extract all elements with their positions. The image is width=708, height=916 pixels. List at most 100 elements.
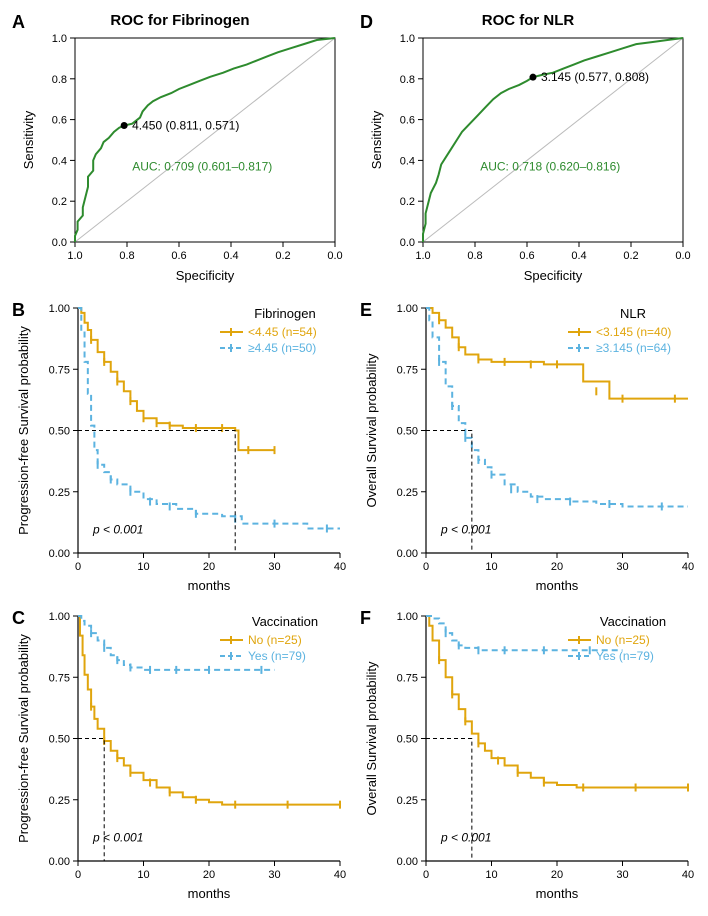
- svg-text:1.00: 1.00: [49, 303, 70, 315]
- svg-text:p < 0.001: p < 0.001: [92, 830, 143, 844]
- svg-text:0.75: 0.75: [49, 364, 70, 376]
- panel-letter: C: [12, 608, 25, 629]
- svg-text:40: 40: [682, 561, 694, 573]
- svg-text:1.0: 1.0: [52, 33, 67, 45]
- svg-text:0.8: 0.8: [400, 74, 415, 86]
- svg-text:10: 10: [485, 561, 497, 573]
- svg-text:0.2: 0.2: [275, 250, 290, 262]
- svg-text:0.0: 0.0: [675, 250, 690, 262]
- panel-letter: B: [12, 300, 25, 321]
- svg-text:1.0: 1.0: [415, 250, 430, 262]
- svg-text:Specificity: Specificity: [524, 268, 583, 283]
- svg-text:0.4: 0.4: [52, 155, 67, 167]
- svg-text:Yes (n=79): Yes (n=79): [248, 649, 306, 663]
- svg-text:Progression-free Survival prob: Progression-free Survival probability: [16, 326, 31, 535]
- svg-text:0.8: 0.8: [52, 74, 67, 86]
- svg-text:20: 20: [551, 869, 563, 881]
- svg-text:Overall Survival probability: Overall Survival probability: [364, 353, 379, 507]
- svg-text:1.00: 1.00: [397, 303, 418, 315]
- svg-text:20: 20: [203, 561, 215, 573]
- svg-text:1.00: 1.00: [397, 611, 418, 623]
- svg-text:0.50: 0.50: [49, 426, 70, 438]
- panel-e: E 0102030400.000.250.500.751.00p < 0.001…: [358, 298, 698, 598]
- svg-text:0.6: 0.6: [52, 115, 67, 127]
- svg-text:30: 30: [616, 869, 628, 881]
- svg-text:AUC: 0.709 (0.601–0.817): AUC: 0.709 (0.601–0.817): [132, 160, 272, 174]
- svg-text:Fibrinogen: Fibrinogen: [254, 306, 315, 321]
- svg-text:0.25: 0.25: [397, 795, 418, 807]
- svg-text:≥3.145 (n=64): ≥3.145 (n=64): [596, 341, 671, 355]
- svg-text:0.6: 0.6: [519, 250, 534, 262]
- svg-text:0.4: 0.4: [400, 155, 415, 167]
- svg-text:0.75: 0.75: [49, 672, 70, 684]
- svg-text:3.145 (0.577, 0.808): 3.145 (0.577, 0.808): [541, 70, 649, 84]
- panel-b: B 0102030400.000.250.500.751.00p < 0.001…: [10, 298, 350, 598]
- svg-text:Sensitivity: Sensitivity: [21, 110, 36, 169]
- km-chart-f: 0102030400.000.250.500.751.00p < 0.001mo…: [358, 606, 698, 906]
- svg-text:0.00: 0.00: [397, 548, 418, 560]
- svg-text:Sensitivity: Sensitivity: [369, 110, 384, 169]
- svg-text:months: months: [188, 886, 231, 901]
- svg-text:0.0: 0.0: [52, 237, 67, 249]
- panel-title: ROC for Fibrinogen: [10, 12, 350, 29]
- svg-text:p < 0.001: p < 0.001: [92, 522, 143, 536]
- panel-f: F 0102030400.000.250.500.751.00p < 0.001…: [358, 606, 698, 906]
- svg-text:Progression-free Survival prob: Progression-free Survival probability: [16, 634, 31, 843]
- svg-text:30: 30: [268, 561, 280, 573]
- svg-text:0.00: 0.00: [397, 856, 418, 868]
- roc-chart-d: 1.00.80.60.40.20.00.00.20.40.60.81.03.14…: [358, 10, 698, 290]
- km-chart-b: 0102030400.000.250.500.751.00p < 0.001mo…: [10, 298, 350, 598]
- svg-text:1.0: 1.0: [67, 250, 82, 262]
- svg-text:0.50: 0.50: [397, 734, 418, 746]
- svg-text:20: 20: [203, 869, 215, 881]
- svg-text:0.8: 0.8: [467, 250, 482, 262]
- svg-text:0.75: 0.75: [397, 364, 418, 376]
- svg-text:0.0: 0.0: [400, 237, 415, 249]
- svg-text:0.00: 0.00: [49, 548, 70, 560]
- svg-text:0: 0: [75, 869, 81, 881]
- svg-text:0.25: 0.25: [49, 795, 70, 807]
- svg-text:0: 0: [75, 561, 81, 573]
- panel-d: D ROC for NLR 1.00.80.60.40.20.00.00.20.…: [358, 10, 698, 290]
- figure-grid: A ROC for Fibrinogen 1.00.80.60.40.20.00…: [10, 10, 698, 906]
- svg-text:0.25: 0.25: [397, 487, 418, 499]
- svg-text:1.0: 1.0: [400, 33, 415, 45]
- svg-text:Vaccination: Vaccination: [600, 614, 666, 629]
- svg-text:0.50: 0.50: [397, 426, 418, 438]
- svg-text:No (n=25): No (n=25): [248, 633, 302, 647]
- svg-text:Specificity: Specificity: [176, 268, 235, 283]
- svg-text:0.2: 0.2: [400, 196, 415, 208]
- svg-text:0: 0: [423, 561, 429, 573]
- svg-text:40: 40: [334, 561, 346, 573]
- panel-letter: F: [360, 608, 371, 629]
- svg-text:Vaccination: Vaccination: [252, 614, 318, 629]
- svg-text:0.75: 0.75: [397, 672, 418, 684]
- km-chart-e: 0102030400.000.250.500.751.00p < 0.001mo…: [358, 298, 698, 598]
- roc-chart-a: 1.00.80.60.40.20.00.00.20.40.60.81.04.45…: [10, 10, 350, 290]
- svg-text:0.4: 0.4: [223, 250, 238, 262]
- svg-text:10: 10: [137, 869, 149, 881]
- svg-text:30: 30: [268, 869, 280, 881]
- svg-text:months: months: [536, 578, 579, 593]
- svg-text:<3.145 (n=40): <3.145 (n=40): [596, 325, 671, 339]
- svg-text:months: months: [536, 886, 579, 901]
- svg-text:0.6: 0.6: [400, 115, 415, 127]
- panel-a: A ROC for Fibrinogen 1.00.80.60.40.20.00…: [10, 10, 350, 290]
- svg-text:≥4.45 (n=50): ≥4.45 (n=50): [248, 341, 316, 355]
- svg-text:0.8: 0.8: [119, 250, 134, 262]
- panel-title: ROC for NLR: [358, 12, 698, 29]
- panel-letter: E: [360, 300, 372, 321]
- svg-text:20: 20: [551, 561, 563, 573]
- svg-text:4.450 (0.811, 0.571): 4.450 (0.811, 0.571): [132, 119, 239, 133]
- svg-text:months: months: [188, 578, 231, 593]
- svg-text:0.25: 0.25: [49, 487, 70, 499]
- panel-c: C 0102030400.000.250.500.751.00p < 0.001…: [10, 606, 350, 906]
- svg-text:0.0: 0.0: [327, 250, 342, 262]
- svg-text:Yes (n=79): Yes (n=79): [596, 649, 654, 663]
- svg-text:1.00: 1.00: [49, 611, 70, 623]
- svg-text:0.2: 0.2: [623, 250, 638, 262]
- svg-text:10: 10: [485, 869, 497, 881]
- svg-text:0.2: 0.2: [52, 196, 67, 208]
- svg-text:Overall Survival probability: Overall Survival probability: [364, 661, 379, 815]
- km-chart-c: 0102030400.000.250.500.751.00p < 0.001mo…: [10, 606, 350, 906]
